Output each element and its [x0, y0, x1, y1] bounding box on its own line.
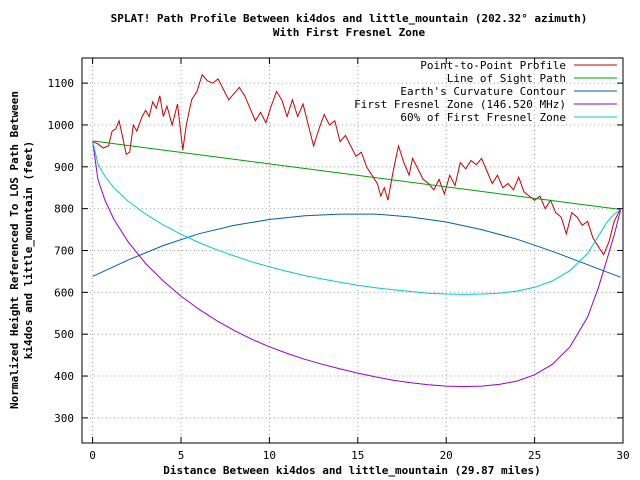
legend-label: Line of Sight Path	[447, 72, 566, 85]
series-line-earth-s-curvature-contour	[92, 213, 621, 278]
x-tick-label: 15	[351, 449, 364, 462]
y-axis-label-line1: Normalized Height Referenced To LOS Path…	[8, 91, 21, 409]
y-axis-label-line2: ki4dos and little_mountain (feet)	[22, 141, 35, 360]
series-line-line-of-sight-path	[92, 140, 621, 210]
chart-title: SPLAT! Path Profile Between ki4dos and l…	[111, 12, 588, 25]
series-line-first-fresnel-zone-146-520-mhz	[92, 140, 622, 388]
x-tick-label: 25	[528, 449, 541, 462]
series-line-60-of-first-fresnel-zone	[92, 140, 621, 295]
x-axis-label: Distance Between ki4dos and little_mount…	[163, 464, 541, 477]
chart-subtitle: With First Fresnel Zone	[273, 26, 426, 39]
legend-label: Point-to-Point Profile	[420, 59, 566, 72]
y-tick-label: 1100	[48, 77, 75, 90]
legend-label: 60% of First Fresnel Zone	[400, 111, 566, 124]
y-tick-label: 500	[54, 328, 74, 341]
y-tick-label: 800	[54, 203, 74, 216]
series-line-point-to-point-profile	[92, 73, 622, 256]
y-tick-label: 300	[54, 412, 74, 425]
y-tick-label: 1000	[48, 119, 75, 132]
y-tick-label: 400	[54, 370, 74, 383]
x-tick-label: 10	[263, 449, 276, 462]
y-axis-ticks: 300 400 500 600 700 800 900 1000 1100	[48, 77, 623, 425]
y-tick-label: 900	[54, 161, 74, 174]
x-tick-label: 30	[616, 449, 629, 462]
legend-label: Earth's Curvature Contour	[400, 85, 566, 98]
y-tick-label: 700	[54, 245, 74, 258]
x-axis-ticks: 0 5 10 15 20 25 30	[89, 58, 630, 462]
y-tick-label: 600	[54, 286, 74, 299]
x-tick-label: 20	[440, 449, 453, 462]
legend-label: First Fresnel Zone (146.520 MHz)	[354, 98, 566, 111]
x-tick-label: 0	[89, 449, 96, 462]
x-tick-label: 5	[178, 449, 185, 462]
plot-series	[92, 73, 622, 388]
